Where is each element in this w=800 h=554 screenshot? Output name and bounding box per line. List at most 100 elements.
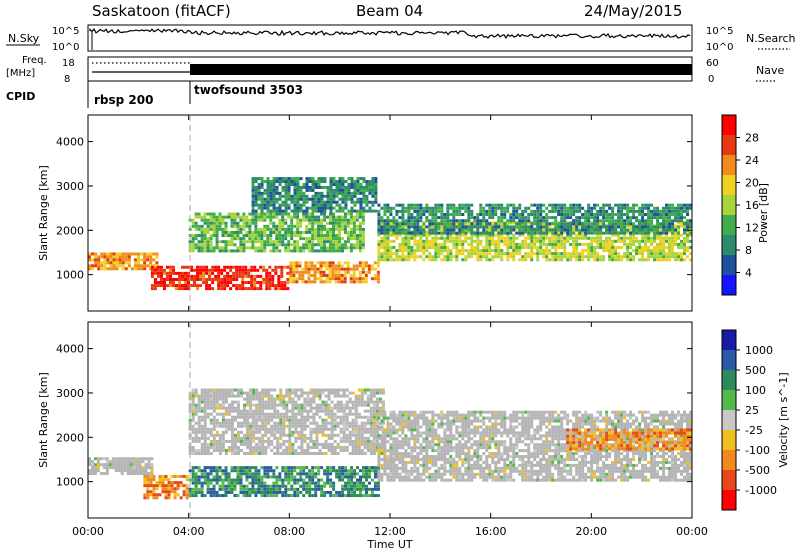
velocity-data-cell — [299, 484, 303, 488]
velocity-data-cell — [246, 409, 250, 413]
power-data-cell — [344, 197, 348, 201]
power-data-cell — [560, 252, 564, 256]
power-data-cell — [353, 209, 357, 213]
power-data-cell — [554, 216, 558, 220]
velocity-data-cell — [324, 406, 328, 410]
power-data-cell — [605, 231, 609, 235]
power-data-cell — [515, 245, 519, 249]
power-data-cell — [149, 255, 153, 259]
power-data-cell — [295, 280, 299, 284]
velocity-data-cell — [191, 445, 195, 449]
power-data-cell — [224, 215, 228, 219]
power-data-cell — [425, 242, 429, 246]
power-data-cell — [344, 200, 348, 204]
velocity-data-cell — [224, 406, 228, 410]
power-data-cell — [560, 222, 564, 226]
power-data-cell — [458, 203, 462, 207]
velocity-data-cell — [291, 397, 295, 401]
velocity-data-cell — [282, 400, 286, 404]
power-data-cell — [350, 206, 354, 210]
power-data-cell — [581, 249, 585, 253]
velocity-data-cell — [263, 466, 267, 470]
power-data-cell — [413, 252, 417, 256]
power-data-cell — [358, 249, 362, 253]
power-data-cell — [494, 203, 498, 207]
power-data-cell — [314, 182, 318, 186]
power-data-cell — [284, 188, 288, 192]
power-data-cell — [488, 239, 492, 243]
velocity-data-cell — [344, 475, 348, 479]
power-data-cell — [563, 242, 567, 246]
power-data-cell — [338, 177, 342, 181]
velocity-data-cell — [267, 397, 271, 401]
power-data-cell — [518, 242, 522, 246]
power-data-cell — [578, 228, 582, 232]
power-data-cell — [127, 258, 131, 262]
power-data-cell — [346, 264, 350, 268]
power-data-cell — [647, 203, 651, 207]
velocity-data-cell — [203, 448, 207, 452]
power-data-cell — [257, 218, 261, 222]
power-data-cell — [355, 246, 359, 250]
power-data-cell — [248, 234, 252, 238]
power-data-cell — [671, 245, 675, 249]
power-data-cell — [416, 242, 420, 246]
velocity-data-cell — [200, 430, 204, 434]
velocity-data-cell — [288, 427, 292, 431]
nave-tick-top: 60 — [706, 58, 719, 69]
velocity-data-cell — [230, 433, 234, 437]
power-data-cell — [563, 206, 567, 210]
power-data-cell — [200, 249, 204, 253]
power-colorbar-segment — [722, 275, 736, 296]
power-data-cell — [340, 215, 344, 219]
power-data-cell — [329, 203, 333, 207]
power-data-cell — [671, 242, 675, 246]
velocity-data-cell — [311, 478, 315, 482]
power-data-cell — [509, 245, 513, 249]
velocity-data-cell — [341, 484, 345, 488]
velocity-data-cell — [299, 475, 303, 479]
power-data-cell — [242, 215, 246, 219]
velocity-data-cell — [212, 415, 216, 419]
power-data-cell — [308, 215, 312, 219]
velocity-data-cell — [311, 469, 315, 473]
power-data-cell — [112, 261, 116, 265]
velocity-data-cell — [279, 421, 283, 425]
power-data-cell — [337, 246, 341, 250]
power-data-cell — [626, 222, 630, 226]
power-data-cell — [524, 252, 528, 256]
power-data-cell — [280, 281, 284, 285]
power-data-cell — [527, 255, 531, 259]
power-data-cell — [115, 267, 119, 271]
power-data-cell — [187, 284, 191, 288]
power-colorbar-tick-label: 4 — [745, 267, 752, 280]
power-data-cell — [626, 224, 630, 228]
power-data-cell — [380, 239, 384, 243]
power-data-cell — [401, 239, 405, 243]
velocity-data-cell — [120, 469, 124, 473]
power-data-cell — [632, 209, 636, 213]
power-data-cell — [659, 216, 663, 220]
power-data-cell — [416, 255, 420, 259]
power-data-cell — [548, 224, 552, 228]
velocity-data-cell — [191, 452, 195, 456]
power-data-cell — [156, 281, 160, 285]
power-data-cell — [578, 222, 582, 226]
power-data-cell — [191, 224, 195, 228]
power-data-cell — [328, 267, 332, 271]
velocity-data-cell — [215, 406, 219, 410]
velocity-data-cell — [224, 400, 228, 404]
power-data-cell — [242, 240, 246, 244]
velocity-data-cell — [212, 436, 216, 440]
power-data-cell — [584, 222, 588, 226]
power-data-cell — [317, 194, 321, 198]
velocity-data-cell — [297, 433, 301, 437]
velocity-data-cell — [212, 418, 216, 422]
power-data-cell — [329, 243, 333, 247]
power-data-cell — [263, 243, 267, 247]
power-data-cell — [202, 271, 206, 275]
velocity-data-cell — [170, 481, 174, 485]
velocity-data-cell — [320, 490, 324, 494]
power-data-cell — [184, 281, 188, 285]
power-data-cell — [521, 233, 525, 237]
